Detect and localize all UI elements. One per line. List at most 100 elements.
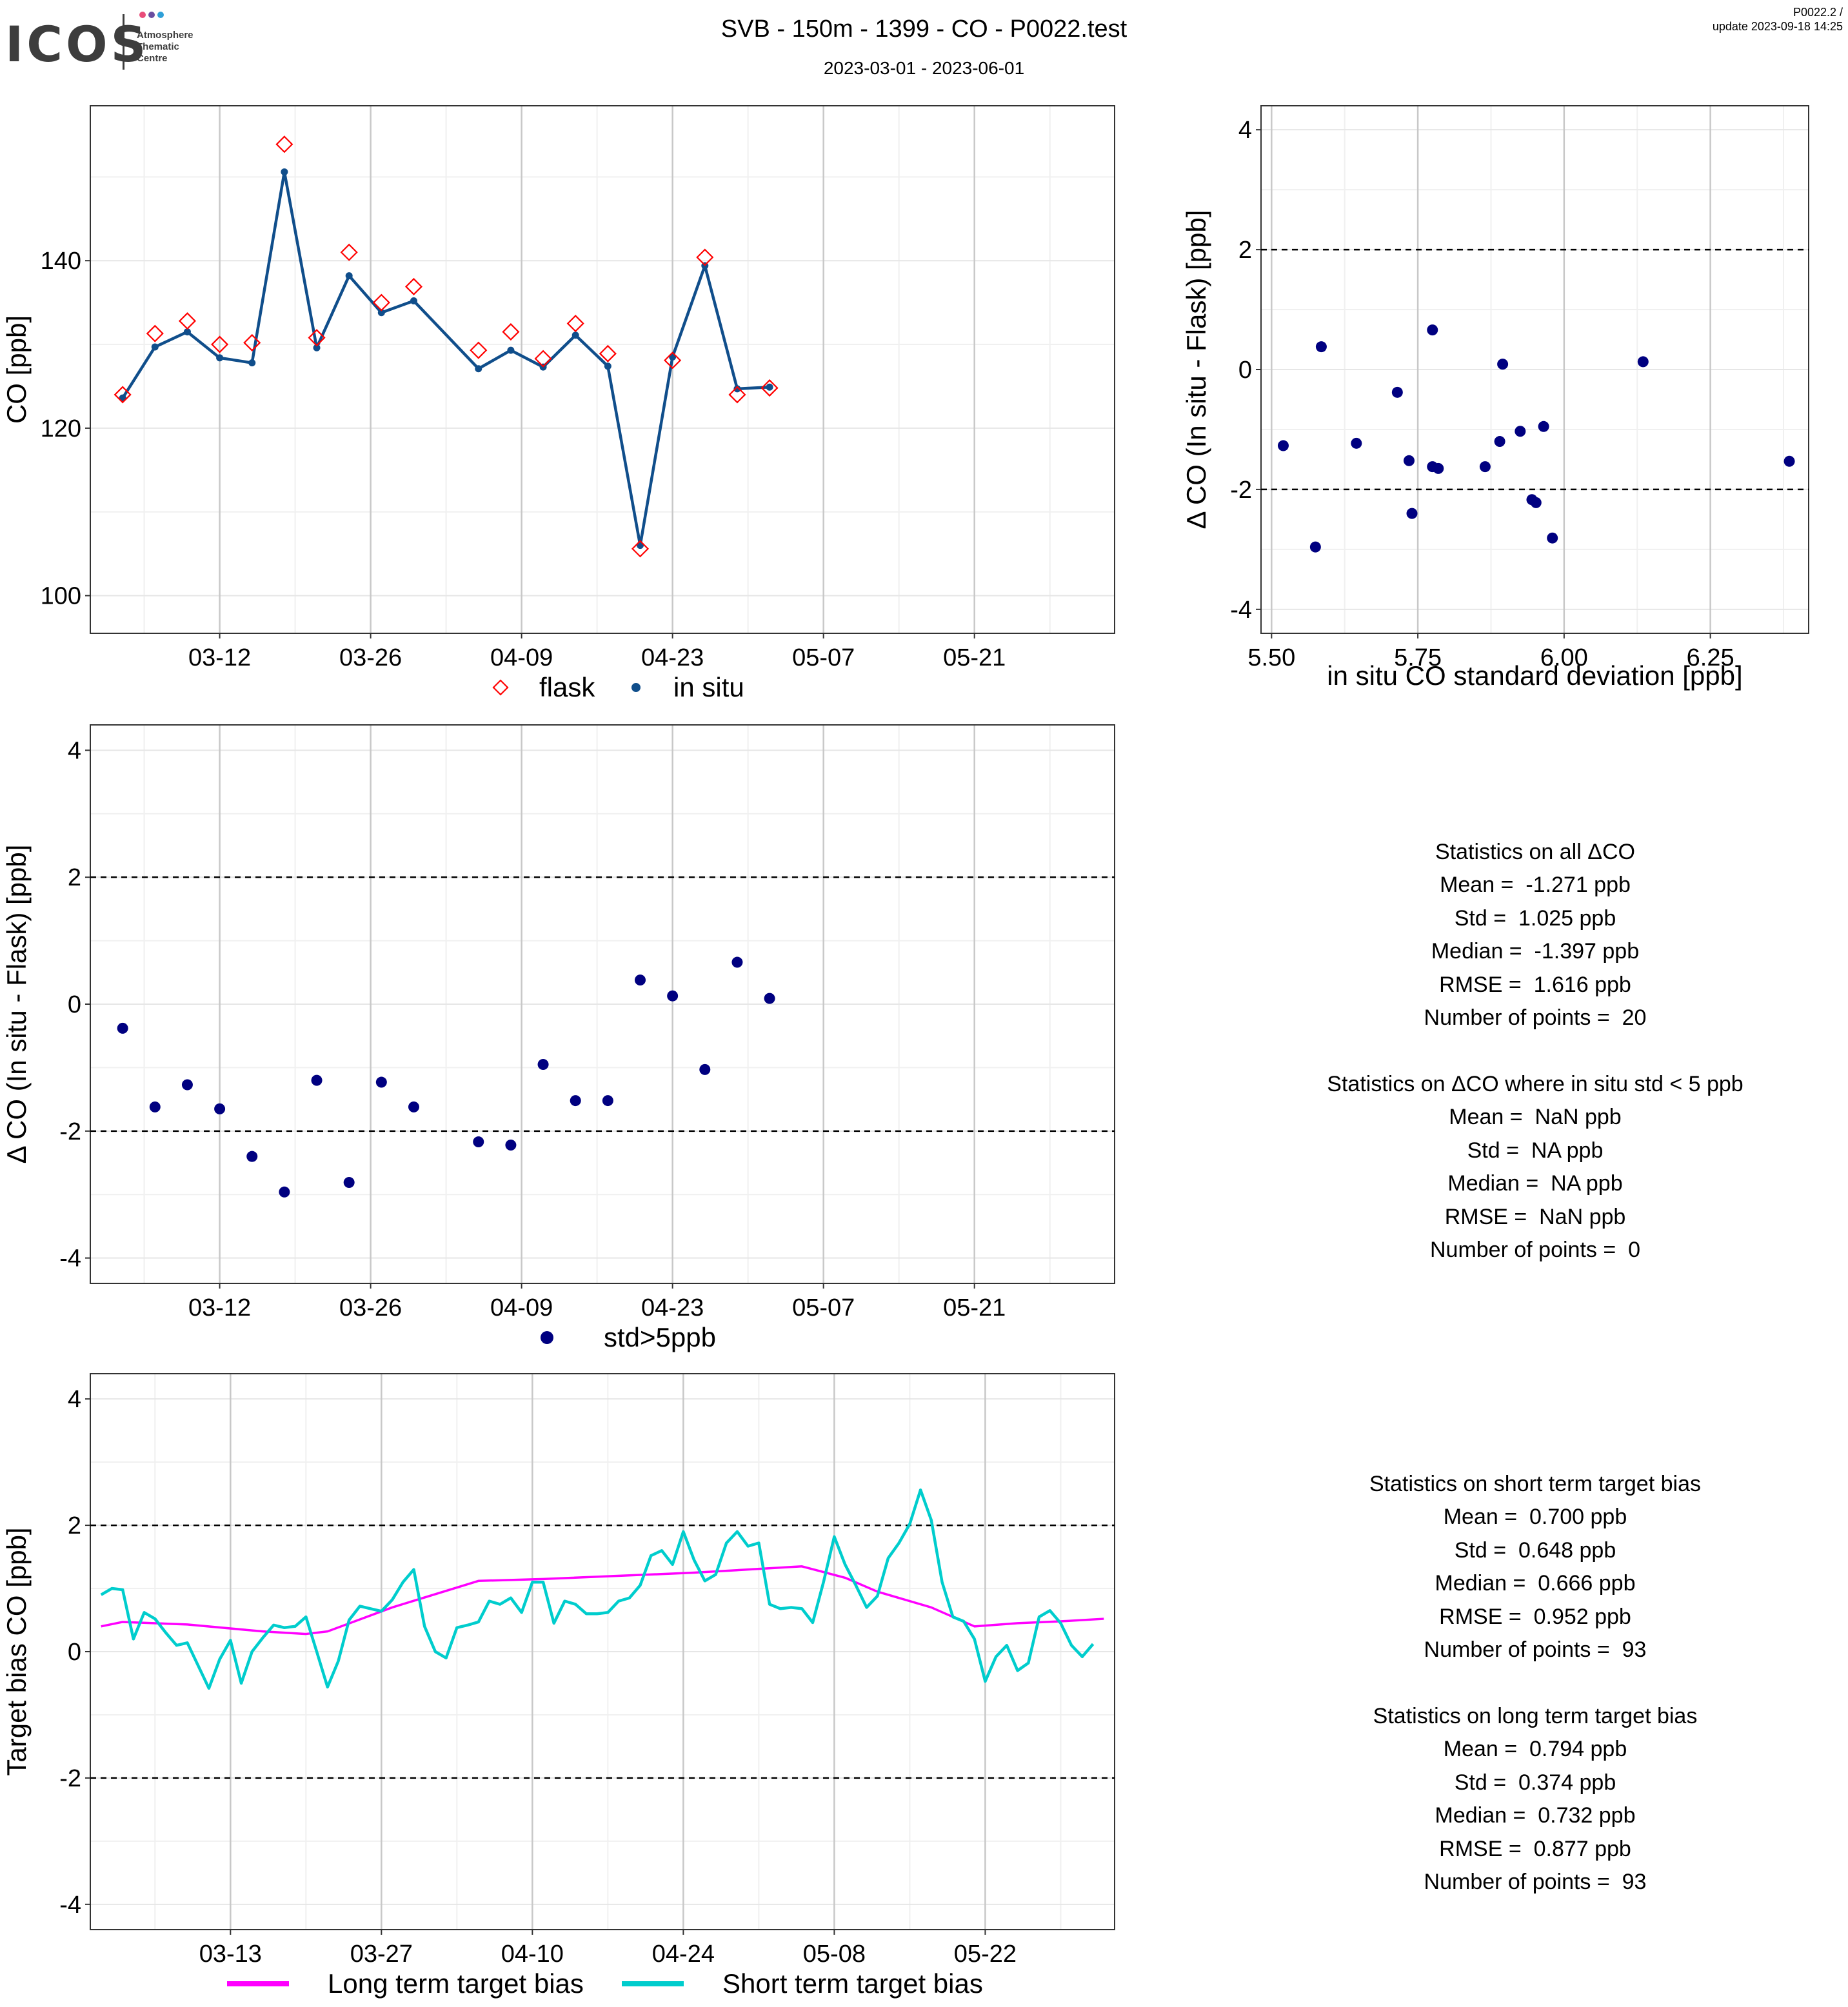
- scatter-point: [1391, 386, 1403, 398]
- delta-point: [117, 1022, 128, 1034]
- legend-long-term-label: Long term target bias: [328, 1968, 584, 1999]
- update-timestamp: update 2023-09-18 14:25: [1712, 20, 1843, 33]
- x-tick-label: 5.75: [1394, 644, 1442, 671]
- scatter-point: [1427, 324, 1438, 336]
- stats-std: Std = 0.374 ppb: [1454, 1770, 1616, 1795]
- flask-marker: [404, 277, 423, 296]
- x-tick-label: 6.00: [1540, 644, 1588, 671]
- stats-mean: Mean = NaN ppb: [1449, 1105, 1622, 1130]
- stats-std: Std = NA ppb: [1467, 1138, 1604, 1163]
- flask-marker: [470, 341, 488, 359]
- y-tick-label: 120: [41, 415, 81, 442]
- panel-border: [90, 105, 1115, 634]
- stats-median: Median = -1.397 ppb: [1431, 939, 1640, 964]
- stats-count: Number of points = 20: [1424, 1005, 1647, 1031]
- x-tick-label: 05-21: [943, 644, 1006, 671]
- x-tick-label: 03-13: [199, 1941, 262, 1968]
- stats-std: Std = 0.648 ppb: [1454, 1537, 1616, 1563]
- scatter-point: [1783, 455, 1795, 467]
- delta-point: [667, 990, 679, 1002]
- stats-rmse: RMSE = 0.877 ppb: [1439, 1836, 1631, 1861]
- stats-rmse: RMSE = 0.952 ppb: [1439, 1604, 1631, 1629]
- x-tick-label: 04-09: [490, 644, 553, 671]
- scatter-point: [1315, 341, 1327, 353]
- flask-marker: [308, 329, 326, 347]
- delta-point: [279, 1186, 290, 1198]
- delta-point: [505, 1139, 517, 1151]
- legend-flask-marker: [492, 679, 509, 696]
- logo-divider: [123, 14, 124, 70]
- scatter-point: [1497, 359, 1509, 370]
- in-situ-line: [121, 170, 770, 547]
- delta-point: [602, 1095, 613, 1107]
- flask-marker: [599, 344, 617, 362]
- y-axis-title: CO [ppb]: [1, 315, 32, 424]
- legend-short-term-label: Short term target bias: [722, 1968, 983, 1999]
- x-tick-label: 05-07: [792, 644, 855, 671]
- flask-marker: [275, 135, 293, 153]
- in-situ-point: [410, 297, 417, 305]
- stats-mean: Mean = 0.700 ppb: [1443, 1505, 1627, 1530]
- flask-marker: [631, 540, 650, 558]
- y-tick-label: -2: [59, 1765, 81, 1792]
- in-situ-point: [377, 309, 385, 317]
- delta-point: [311, 1074, 323, 1086]
- y-tick-label: 0: [1238, 357, 1252, 384]
- x-axis-title: in situ CO standard deviation [ppb]: [1327, 660, 1742, 691]
- y-tick-label: -4: [59, 1245, 81, 1272]
- logo-dot: [139, 12, 146, 18]
- short-term-bias-line: [100, 1488, 1095, 1690]
- x-tick-label: 03-26: [339, 644, 402, 671]
- stats-rmse: RMSE = 1.616 ppb: [1439, 972, 1631, 997]
- scatter-point: [1433, 462, 1444, 474]
- x-tick-label: 03-12: [188, 1294, 251, 1321]
- stats-mean: Mean = 0.794 ppb: [1443, 1737, 1627, 1762]
- y-tick-label: 4: [68, 737, 81, 764]
- flask-marker: [696, 248, 714, 266]
- y-axis-title: Δ CO (In situ - Flask) [ppb]: [1, 845, 32, 1164]
- x-tick-label: 04-24: [652, 1941, 715, 1968]
- scatter-point: [1403, 455, 1415, 466]
- stats-count: Number of points = 93: [1424, 1637, 1647, 1663]
- scatter-point: [1538, 420, 1549, 432]
- delta-point: [635, 974, 646, 986]
- y-tick-label: 2: [68, 864, 81, 891]
- version-info: P0022.2 / update 2023-09-18 14:25: [1713, 5, 1843, 34]
- version-label: P0022.2 /: [1793, 6, 1843, 19]
- flask-marker: [566, 315, 584, 333]
- chart-co-timeseries: 100 120 140 03-12 03-26 04-09 04-23 05-07 05-21 C…: [1, 105, 1115, 702]
- x-tick-label: 03-26: [339, 1294, 402, 1321]
- y-axis-title: Target bias CO [ppb]: [1, 1527, 32, 1775]
- x-tick-label: 04-23: [641, 1294, 704, 1321]
- delta-point: [343, 1177, 355, 1189]
- chart-target-bias: -4 -2 0 2 4 03-13 03-27 04-10 04-24 05-08 05-22 Tar…: [1, 1373, 1115, 1999]
- y-tick-label: 4: [68, 1386, 81, 1413]
- in-situ-point: [766, 383, 773, 391]
- x-tick-label: 03-27: [350, 1941, 413, 1968]
- scatter-point: [1494, 436, 1505, 448]
- flask-marker: [114, 386, 132, 404]
- y-tick-label: -2: [59, 1118, 81, 1145]
- y-tick-label: 2: [68, 1512, 81, 1539]
- flask-marker: [502, 323, 520, 341]
- stats-median: Median = 0.666 ppb: [1435, 1571, 1636, 1596]
- in-situ-point: [345, 272, 353, 280]
- logo-subtitle-line: Thematic: [137, 41, 179, 52]
- y-axis-title: Δ CO (In situ - Flask) [ppb]: [1181, 210, 1211, 529]
- in-situ-point: [151, 343, 159, 351]
- in-situ-point: [281, 168, 288, 176]
- scatter-point: [1309, 541, 1321, 553]
- legend-std-marker: [541, 1331, 553, 1344]
- y-tick-label: 4: [1238, 117, 1252, 144]
- y-tick-label: -4: [1230, 597, 1252, 624]
- flask-marker: [760, 379, 779, 397]
- chart-delta-vs-std: -4 -2 0 2 4 5.50 5.75 6.00 6.25 Δ CO (In situ - F…: [1181, 105, 1809, 691]
- logo-dot: [157, 12, 164, 18]
- scatter-point: [1515, 426, 1526, 437]
- scatter-point: [1406, 508, 1418, 519]
- in-situ-point: [313, 344, 321, 351]
- scatter-point: [1277, 440, 1289, 451]
- stats-count: Number of points = 93: [1424, 1870, 1647, 1895]
- logo-wordmark: ICOS: [5, 15, 150, 73]
- flask-marker: [372, 293, 390, 311]
